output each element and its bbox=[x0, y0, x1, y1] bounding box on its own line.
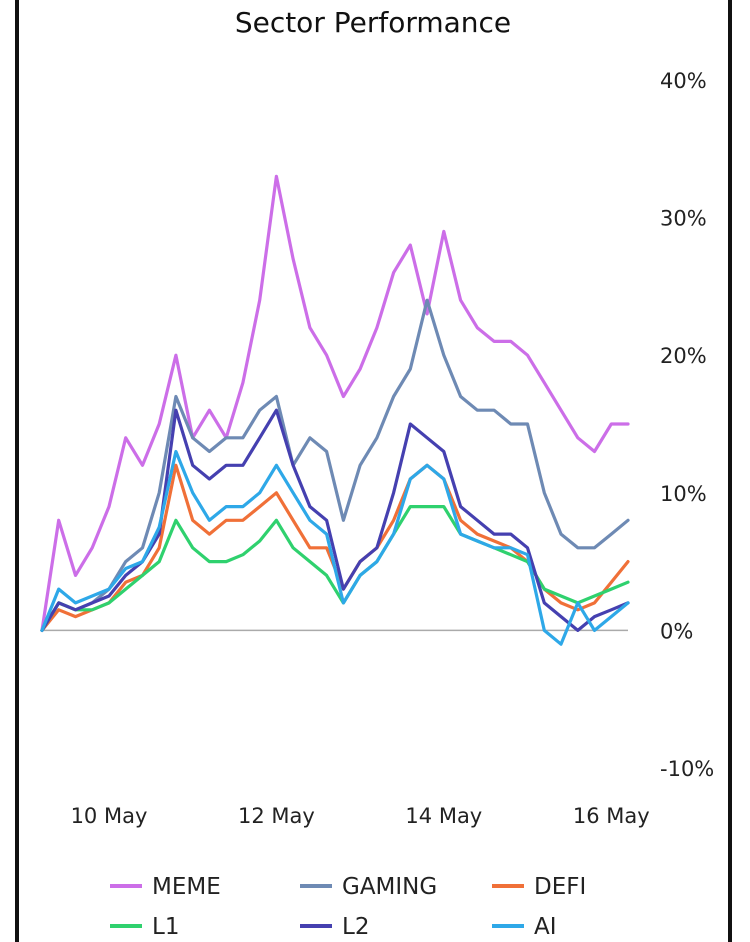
y-tick-label: 0% bbox=[660, 619, 693, 643]
x-tick-label: 10 May bbox=[71, 804, 148, 828]
y-tick-label: -10% bbox=[660, 757, 714, 781]
y-tick-label: 40% bbox=[660, 69, 707, 93]
chart-title: Sector Performance bbox=[235, 6, 511, 39]
series-line-meme bbox=[40, 174, 630, 633]
legend-label-ai: AI bbox=[534, 914, 557, 940]
x-axis: 10 May 12 May 14 May 16 May bbox=[71, 804, 650, 828]
legend-label-l2: L2 bbox=[342, 914, 369, 940]
series-line-gaming bbox=[40, 298, 630, 633]
series-line-ai bbox=[40, 449, 630, 646]
x-tick-label: 14 May bbox=[405, 804, 482, 828]
y-tick-label: 10% bbox=[660, 482, 707, 506]
legend-label-meme: MEME bbox=[152, 874, 221, 900]
x-tick-label: 12 May bbox=[238, 804, 315, 828]
right-frame-border bbox=[728, 0, 732, 942]
left-frame-border bbox=[15, 0, 19, 942]
y-tick-label: 20% bbox=[660, 344, 707, 368]
x-tick-label: 16 May bbox=[573, 804, 650, 828]
series-lines bbox=[40, 174, 630, 646]
legend-label-defi: DEFI bbox=[534, 874, 586, 900]
legend-label-gaming: GAMING bbox=[342, 874, 437, 900]
legend-label-l1: L1 bbox=[152, 914, 179, 940]
legend: MEME GAMING DEFI L1 L2 AI bbox=[110, 874, 586, 940]
y-axis: 40% 30% 20% 10% 0% -10% bbox=[660, 69, 714, 781]
y-tick-label: 30% bbox=[660, 207, 707, 231]
